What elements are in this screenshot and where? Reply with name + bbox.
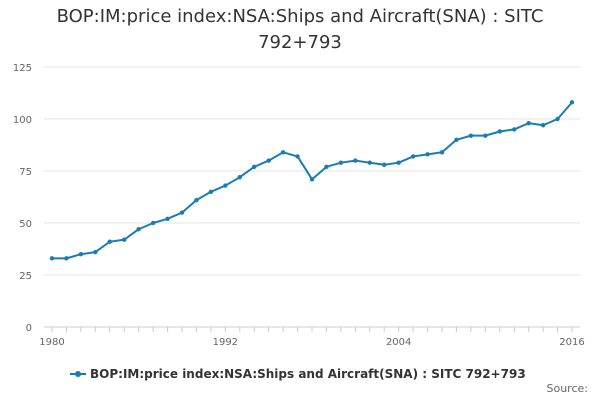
data-point: [136, 227, 141, 232]
data-point: [252, 164, 257, 170]
data-point: [93, 249, 98, 255]
legend-line-marker-icon: [70, 369, 86, 379]
data-point: [569, 100, 575, 105]
y-tick-label: 0: [26, 323, 32, 334]
data-point: [309, 177, 315, 182]
data-point: [468, 133, 474, 138]
data-point: [526, 120, 531, 126]
source-label: Source:: [546, 382, 589, 395]
data-point: [208, 189, 214, 194]
data-point: [497, 129, 502, 134]
y-tick-label: 100: [13, 115, 32, 126]
data-point: [150, 220, 156, 226]
data-point: [179, 210, 185, 215]
data-point: [237, 175, 242, 180]
data-point: [107, 239, 112, 244]
chart-title: BOP:IM:price index:NSA:Ships and Aircraf…: [56, 6, 544, 53]
data-point: [295, 154, 300, 159]
data-point: [266, 158, 271, 163]
x-tick-label: 2016: [559, 337, 584, 348]
chart-legend[interactable]: BOP:IM:price index:NSA:Ships and Aircraf…: [70, 364, 526, 384]
data-point: [78, 252, 84, 257]
y-tick-label: 75: [19, 167, 32, 178]
data-point: [439, 150, 445, 155]
data-point: [396, 160, 401, 165]
data-point: [540, 123, 546, 128]
y-tick-label: 125: [13, 63, 32, 74]
data-point: [353, 158, 358, 163]
x-tick-label: 1980: [39, 337, 64, 348]
y-tick-label: 25: [19, 271, 32, 282]
data-point: [483, 133, 488, 138]
data-point: [280, 150, 286, 155]
data-point: [223, 183, 228, 188]
data-point: [410, 154, 416, 159]
data-point: [194, 197, 199, 203]
data-point: [64, 256, 69, 261]
data-point: [425, 152, 430, 157]
data-point: [165, 216, 170, 222]
data-point: [324, 164, 329, 170]
x-tick-label: 1992: [213, 337, 238, 348]
data-point: [454, 137, 459, 142]
data-point: [512, 127, 517, 132]
x-tick-label: 2004: [386, 337, 411, 348]
data-point: [338, 160, 344, 165]
y-tick-label: 50: [19, 219, 32, 230]
data-point: [555, 116, 560, 122]
data-point: [367, 160, 372, 165]
data-point: [382, 162, 387, 167]
data-point: [122, 237, 127, 242]
data-point: [49, 256, 55, 261]
legend-label: BOP:IM:price index:NSA:Ships and Aircraf…: [90, 367, 526, 381]
